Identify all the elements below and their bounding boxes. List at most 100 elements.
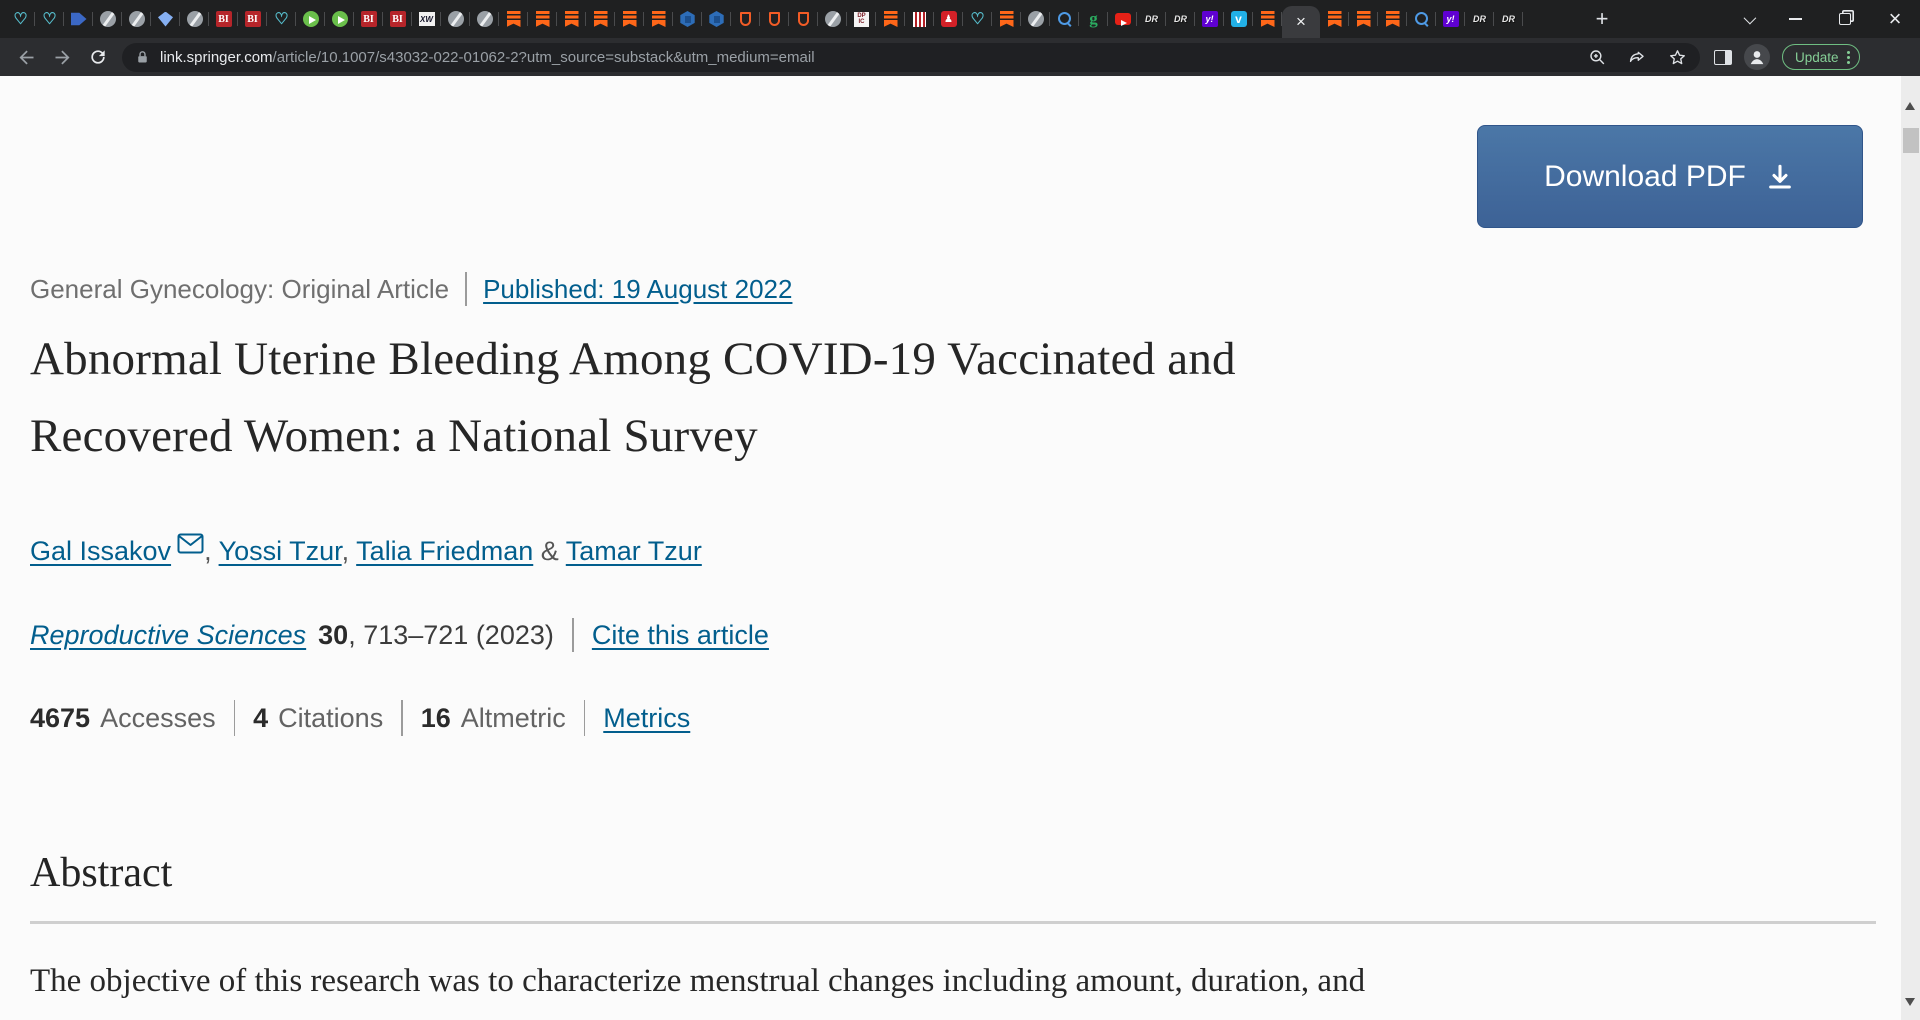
tab-cube[interactable] [702,0,731,38]
tab-yahoo[interactable] [1436,0,1465,38]
tab-globe[interactable] [470,0,499,38]
tab-substack[interactable] [499,0,528,38]
substack-favicon-icon [506,11,521,27]
tab-globe[interactable] [818,0,847,38]
cite-article-link[interactable]: Cite this article [591,619,769,650]
tab-substack[interactable] [644,0,673,38]
tab-flagblue[interactable] [64,0,93,38]
tab-globe[interactable] [122,0,151,38]
maximize-button[interactable] [1820,0,1870,38]
tab-substack[interactable] [1378,0,1407,38]
reload-button[interactable] [80,41,116,73]
tab-substack[interactable] [557,0,586,38]
tab-gem[interactable] [151,0,180,38]
tab-pawnred[interactable] [934,0,963,38]
published-date-link[interactable]: Published: 19 August 2022 [483,273,793,304]
tab-vitals[interactable] [35,0,64,38]
tab-dr[interactable] [1465,0,1494,38]
tab-substack[interactable] [528,0,557,38]
profile-avatar[interactable] [1744,44,1770,70]
author-link[interactable]: Gal Issakov [30,536,172,566]
page-scrollbar[interactable] [1901,76,1920,1020]
metrics-link[interactable]: Metrics [603,702,691,733]
tab-yahoo[interactable] [1195,0,1224,38]
gem-favicon-icon [158,11,173,27]
tab-bi[interactable] [209,0,238,38]
tab-dr[interactable] [1494,0,1523,38]
chrome-update-button[interactable]: Update [1782,44,1860,70]
new-tab-button[interactable] [1587,4,1617,34]
author-link[interactable]: Yossi Tzur [218,536,342,566]
tab-substack[interactable] [586,0,615,38]
share-icon[interactable] [1624,44,1650,70]
tab-substack[interactable] [1320,0,1349,38]
article-category: General Gynecology: Original Article [30,273,450,304]
tab-dpic[interactable] [847,0,876,38]
tab-xw[interactable] [412,0,441,38]
tab-shield[interactable] [731,0,760,38]
play-favicon-icon [331,11,348,27]
tab-vitals[interactable] [267,0,296,38]
tab-close-icon[interactable] [1296,13,1306,32]
tab-globe[interactable] [1021,0,1050,38]
scrollbar-thumb[interactable] [1902,128,1919,153]
tab-globe[interactable] [180,0,209,38]
lock-icon [138,50,147,62]
author-link[interactable]: Tamar Tzur [565,536,702,566]
tab-yt[interactable] [1108,0,1137,38]
tab-search[interactable] [1407,0,1436,38]
tab-substack[interactable] [615,0,644,38]
tab-globe[interactable] [93,0,122,38]
tab-dr[interactable] [1166,0,1195,38]
tab-play[interactable] [296,0,325,38]
tab-globe[interactable] [441,0,470,38]
tab-cube[interactable] [673,0,702,38]
email-envelope-icon[interactable] [177,530,204,561]
tab-substack[interactable] [1349,0,1378,38]
tab-shield[interactable] [760,0,789,38]
zoom-level-icon[interactable] [1584,44,1610,70]
tab-substack[interactable] [1253,0,1282,38]
tab-dr[interactable] [1137,0,1166,38]
journal-volume: 30 [318,619,349,650]
article-title-line1: Abnormal Uterine Bleeding Among COVID-19… [30,333,1236,385]
active-tab[interactable] [1282,6,1320,38]
tab-bi[interactable] [354,0,383,38]
side-panel-icon[interactable] [1714,49,1732,65]
tab-bi[interactable] [383,0,412,38]
tab-substack[interactable] [876,0,905,38]
journal-line: Reproductive Sciences 30 , 713–721 (2023… [30,618,769,652]
back-button[interactable] [8,41,44,73]
download-pdf-button[interactable]: Download PDF [1477,125,1863,228]
tab-vitals[interactable] [963,0,992,38]
tab-search-chevron-icon[interactable] [1726,0,1770,38]
tab-stripes[interactable] [905,0,934,38]
tab-play[interactable] [325,0,354,38]
scroll-down-arrow-icon[interactable] [1905,998,1915,1006]
tab-gr[interactable] [1079,0,1108,38]
tab-shield[interactable] [789,0,818,38]
substack-favicon-icon [622,11,637,27]
tab-search[interactable] [1050,0,1079,38]
journal-link[interactable]: Reproductive Sciences [30,619,307,650]
window-close-button[interactable] [1870,0,1920,38]
globe-favicon-icon [476,11,493,27]
tab-substack[interactable] [992,0,1021,38]
author-link[interactable]: Talia Friedman [356,536,534,566]
browser-toolbar: link.springer.com/article/10.1007/s43032… [0,38,1920,76]
address-bar[interactable]: link.springer.com/article/10.1007/s43032… [122,42,1700,72]
bi-favicon-icon [244,11,261,27]
dpic-favicon-icon [854,11,869,27]
minimize-button[interactable] [1770,0,1820,38]
bookmark-star-icon[interactable] [1664,44,1690,70]
kebab-menu-icon [1846,50,1850,64]
scroll-up-arrow-icon[interactable] [1905,102,1915,110]
xw-favicon-icon [418,12,435,26]
forward-button[interactable] [44,41,80,73]
tab-bi[interactable] [238,0,267,38]
bi-favicon-icon [389,11,406,27]
tab-vimeo[interactable] [1224,0,1253,38]
tab-vitals[interactable] [6,0,35,38]
metric-value: 16 [420,702,451,733]
metrics-items: 4675 Accesses 4 Citations 16 Altmetric [30,700,603,736]
